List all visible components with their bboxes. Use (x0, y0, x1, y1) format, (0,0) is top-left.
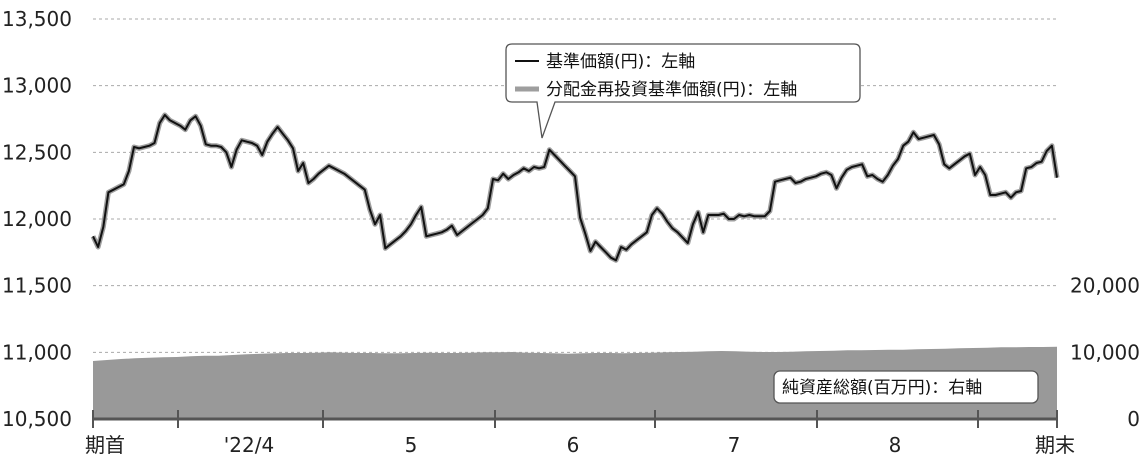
x-tick-label: 期末 (1035, 433, 1075, 455)
x-tick-label: 5 (405, 433, 418, 455)
legend-box (505, 43, 861, 139)
left-tick-label: 11,500 (2, 274, 72, 298)
x-tick-label: 6 (567, 433, 580, 455)
right-tick-label: 0 (1127, 407, 1140, 431)
left-tick-label: 12,000 (2, 207, 72, 231)
legend-label-reinvested: 分配金再投資基準価額(円)：左軸 (546, 80, 797, 100)
axes (92, 410, 1058, 428)
right-tick-label: 10,000 (1070, 340, 1140, 364)
left-tick-label: 13,000 (2, 74, 72, 98)
right-tick-label: 20,000 (1070, 274, 1140, 298)
series-lines (90, 112, 1060, 263)
x-axis-tick-labels: 期首 '22/4 5 6 7 8 期末 (85, 433, 1075, 455)
right-axis-tick-labels: 0 10,000 20,000 (1070, 274, 1140, 431)
x-tick-label: 期首 (85, 433, 125, 455)
left-tick-label: 12,500 (2, 140, 72, 164)
legend-label-nav: 基準価額(円)：左軸 (546, 52, 695, 72)
net-assets-label: 純資産総額(百万円)：右軸 (773, 370, 1039, 404)
left-axis-tick-labels: 10,500 11,000 11,500 12,000 12,500 13,000 13,5… (2, 7, 72, 431)
x-tick-label: '22/4 (224, 433, 274, 455)
net-assets-label-box (773, 370, 1039, 404)
nav-line (92, 114, 1058, 262)
left-tick-label: 10,500 (2, 407, 72, 431)
left-tick-label: 11,000 (2, 340, 72, 364)
left-tick-label: 13,500 (2, 7, 72, 31)
net-assets-label-text: 純資産総額(百万円)：右軸 (782, 378, 982, 398)
legend: 基準価額(円)：左軸 分配金再投資基準価額(円)：左軸 (505, 43, 861, 139)
x-tick-label: 8 (889, 433, 902, 455)
reinvested-nav-line (90, 112, 1060, 263)
x-tick-label: 7 (728, 433, 741, 455)
